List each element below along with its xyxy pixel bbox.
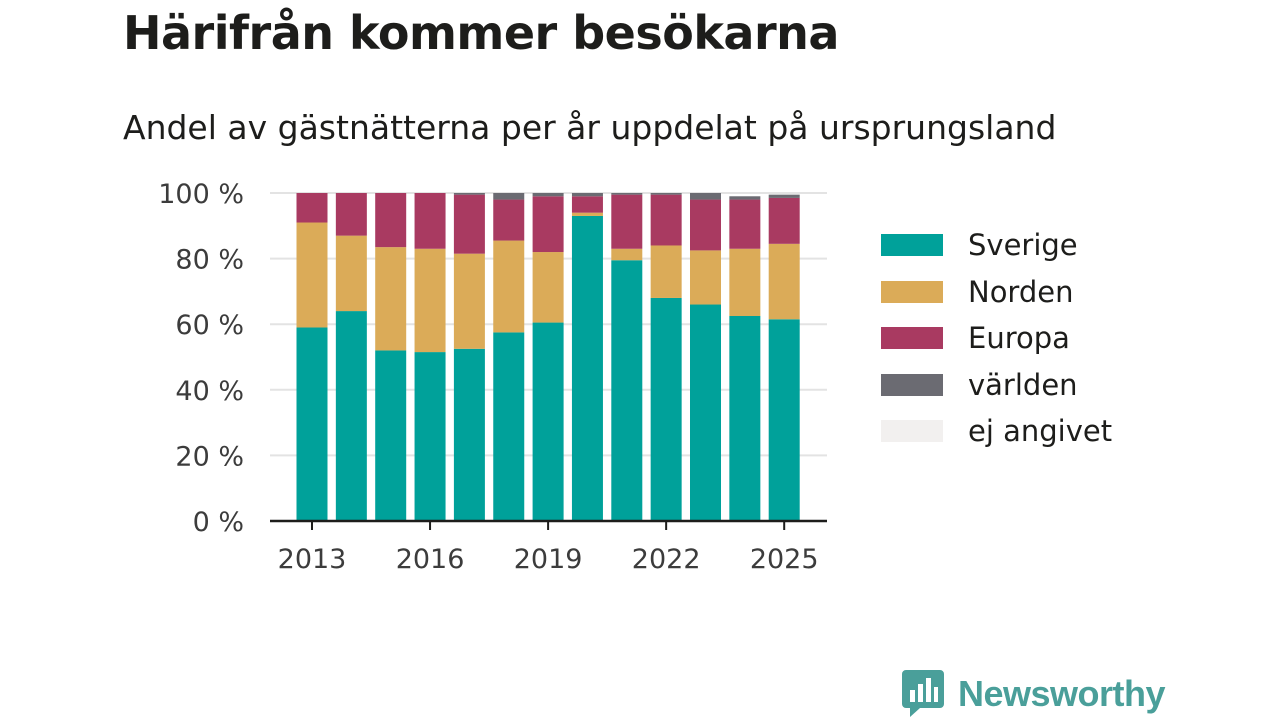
- bar-segment: [611, 194, 643, 249]
- legend-label: Europa: [968, 321, 1070, 356]
- chart-title: Härifrån kommer besökarna: [123, 6, 839, 60]
- bar-segment: [493, 193, 525, 200]
- bar-segment: [611, 260, 643, 521]
- bar-segment: [611, 193, 643, 195]
- bar-segment: [690, 304, 721, 521]
- bar-segment: [571, 193, 603, 197]
- bar-segment: [650, 245, 682, 298]
- bar-chart-speech-bubble-icon: [902, 670, 944, 717]
- legend-label: Sverige: [968, 228, 1078, 263]
- y-tick-label: 100 %: [158, 179, 244, 210]
- bar-segment: [690, 193, 721, 200]
- bar-segment: [768, 194, 800, 198]
- bar-segment: [375, 247, 407, 351]
- legend-item: världen: [881, 362, 1112, 409]
- bar-segment: [375, 193, 407, 248]
- bar-segment: [768, 243, 800, 320]
- bar-segment: [650, 194, 682, 246]
- bar-segment: [768, 197, 800, 244]
- bar-segment: [453, 194, 485, 254]
- bar-segment: [532, 193, 564, 197]
- bar-segment: [611, 248, 643, 261]
- legend-swatch: [881, 327, 943, 350]
- bar-segment: [571, 212, 603, 216]
- bar-segment: [335, 311, 367, 521]
- bar-segment: [296, 193, 328, 223]
- bar-segment: [729, 316, 761, 521]
- x-tick-label: 2025: [750, 544, 819, 575]
- legend-label: Norden: [968, 274, 1074, 309]
- bar-segment: [650, 193, 682, 195]
- bar-segment: [571, 215, 603, 521]
- legend-swatch: [881, 373, 943, 396]
- legend-item: Europa: [881, 315, 1112, 362]
- bar-segment: [414, 193, 446, 249]
- bar-segment: [296, 327, 328, 521]
- bar-segment: [690, 199, 721, 251]
- x-tick-label: 2016: [396, 544, 465, 575]
- legend-item: Sverige: [881, 222, 1112, 269]
- legend-item: Norden: [881, 269, 1112, 316]
- bar-segment: [650, 297, 682, 521]
- bar-segment: [493, 199, 525, 241]
- bar-segment: [296, 222, 328, 328]
- bar-segment: [571, 196, 603, 213]
- chart-subtitle: Andel av gästnätterna per år uppdelat på…: [123, 108, 1057, 147]
- bar-segment: [493, 240, 525, 333]
- legend-swatch: [881, 234, 943, 257]
- y-tick-label: 20 %: [175, 441, 244, 472]
- bar-segment: [493, 332, 525, 521]
- bar-segment: [414, 248, 446, 353]
- legend-label: ej angivet: [968, 414, 1113, 449]
- bar-segment: [729, 248, 761, 316]
- y-tick-label: 0 %: [193, 507, 244, 538]
- bar-segment: [768, 319, 800, 521]
- x-tick-label: 2013: [278, 544, 347, 575]
- brand-name: Newsworthy: [958, 673, 1166, 714]
- y-tick-label: 80 %: [175, 245, 244, 276]
- bar-segment: [729, 199, 761, 249]
- bar-segment: [532, 252, 564, 323]
- legend-label: världen: [968, 367, 1078, 402]
- bar-segment: [375, 350, 407, 521]
- y-tick-label: 40 %: [175, 376, 244, 407]
- bar-segment: [414, 352, 446, 521]
- bar-segment: [532, 322, 564, 521]
- legend-swatch: [881, 280, 943, 303]
- bar-segment: [453, 253, 485, 349]
- bar-segment: [453, 193, 485, 195]
- legend-item: ej angivet: [881, 408, 1112, 455]
- bar-segment: [335, 193, 367, 236]
- bar-segment: [729, 196, 761, 200]
- brand-logo: Newsworthy: [902, 670, 1166, 718]
- x-tick-label: 2019: [514, 544, 583, 575]
- chart-legend: Sverige Norden Europa världen ej angivet: [881, 222, 1112, 455]
- y-tick-label: 60 %: [175, 310, 244, 341]
- bar-segment: [690, 250, 721, 305]
- bar-segment: [532, 196, 564, 253]
- bar-segment: [453, 348, 485, 521]
- bar-segment: [335, 235, 367, 312]
- x-tick-label: 2022: [632, 544, 701, 575]
- legend-swatch: [881, 420, 943, 443]
